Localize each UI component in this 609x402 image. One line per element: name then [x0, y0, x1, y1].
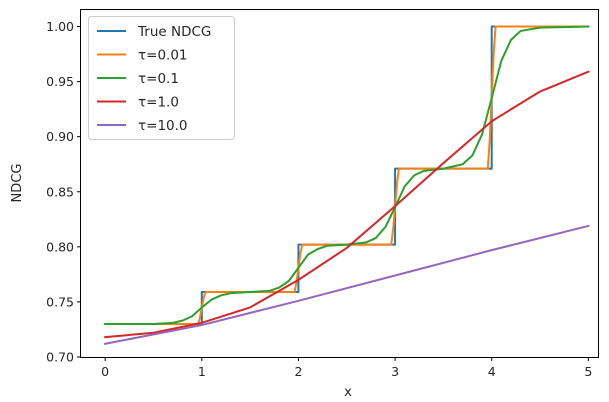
series-layer: [103, 25, 590, 345]
series-line-4: [103, 224, 590, 345]
series-line-3: [104, 70, 590, 339]
legend-label-4: τ=10.0: [138, 118, 188, 134]
legend-label-0: True NDCG: [137, 24, 211, 40]
y-tick-label: 0.70: [46, 350, 74, 365]
y-axis-label: NDCG: [10, 164, 25, 203]
y-tick-label: 0.95: [46, 74, 74, 89]
legend: True NDCG τ=0.01 τ=0.1 τ=1.0 τ=10.0: [88, 16, 235, 140]
x-tick-label: 1: [198, 364, 206, 379]
legend-label-3: τ=1.0: [138, 95, 179, 111]
x-tick-label: 0: [101, 364, 109, 379]
legend-box: [88, 16, 235, 140]
series-line-2: [104, 25, 590, 325]
y-tick-label: 0.90: [46, 129, 74, 144]
y-tick-label: 0.85: [46, 184, 74, 199]
y-tick-label: 0.80: [46, 239, 74, 254]
x-tick-label: 2: [294, 364, 302, 379]
y-tick-label: 1.00: [46, 19, 74, 34]
x-tick-label: 3: [391, 364, 399, 379]
x-tick-label: 4: [488, 364, 496, 379]
y-tick-label: 0.75: [46, 294, 74, 309]
legend-label-1: τ=0.01: [138, 48, 188, 64]
legend-label-2: τ=0.1: [138, 71, 179, 87]
x-axis-label: x: [344, 385, 352, 400]
x-axis-ticks: 0 1 2 3 4 5: [101, 357, 592, 379]
axes-frame: [80, 9, 599, 358]
x-tick-label: 5: [584, 364, 592, 379]
y-axis-ticks: 0.70 0.75 0.80 0.85 0.90 0.95 1.00: [46, 19, 81, 365]
